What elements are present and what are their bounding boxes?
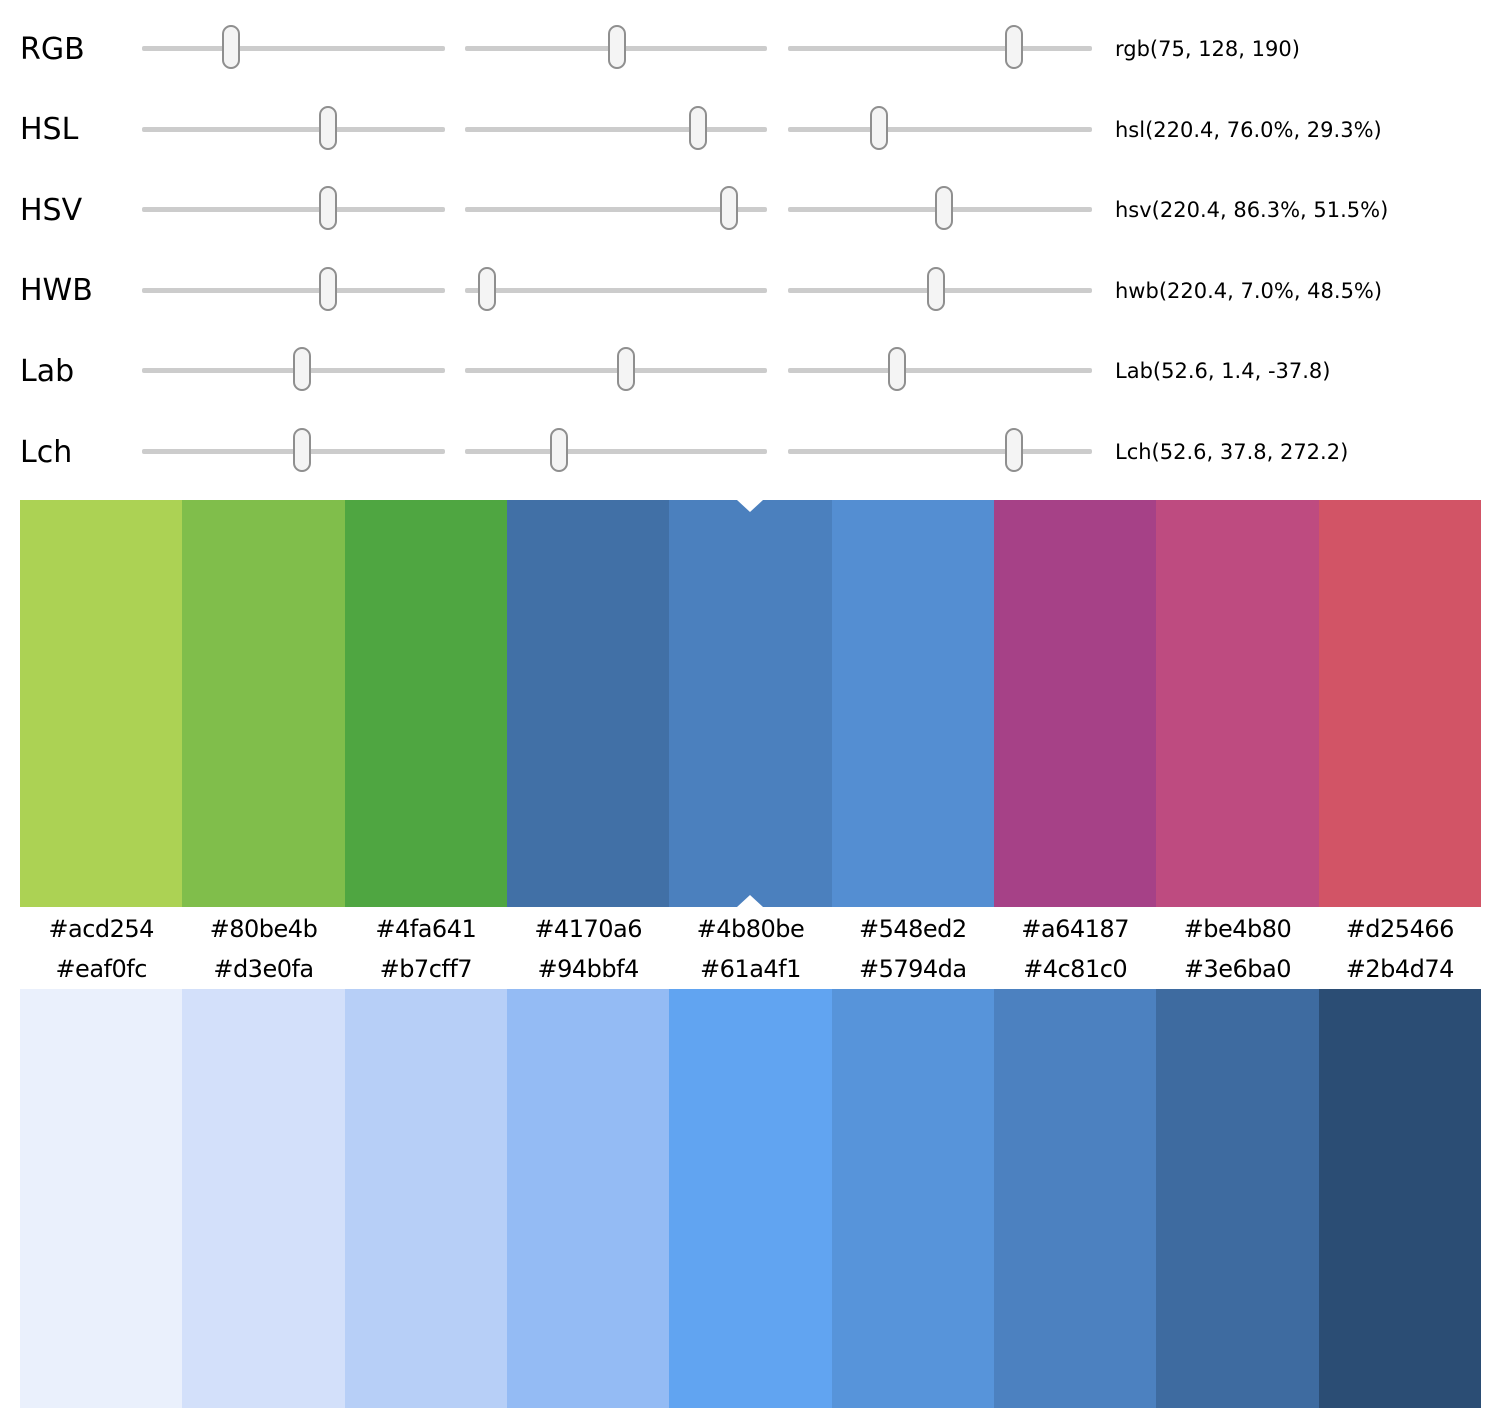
tone_scale-hex-label-7: #3e6ba0 <box>1183 955 1292 983</box>
hsl-slider-1-thumb[interactable] <box>318 105 337 150</box>
rgb-row-label: RGB <box>20 31 85 67</box>
tone_scale-swatch-6[interactable] <box>993 989 1157 1408</box>
hsv-row-label: HSV <box>20 192 83 228</box>
tone_scale-swatch-3[interactable] <box>506 989 670 1408</box>
hwb-row-label: HWB <box>20 273 93 309</box>
slider-row-lch: Lch Lch(52.6, 37.8, 272.2) <box>0 412 1501 492</box>
hue_scale-hex-label-8: #d25466 <box>1345 915 1455 943</box>
rgb-slider-2-track[interactable] <box>465 25 767 69</box>
slider-row-hsl: HSL hsl(220.4, 76.0%, 29.3%) <box>0 90 1501 170</box>
tone_scale-swatch-4[interactable] <box>669 989 832 1408</box>
tone_scale-hex-label-5: #5794da <box>858 955 967 983</box>
hue_scale-swatch-2[interactable] <box>344 500 507 907</box>
hue_scale-hex-label-6: #a64187 <box>1021 915 1129 943</box>
tone-scale-palette <box>20 989 1481 1408</box>
tone_scale-hex-label-3: #94bbf4 <box>537 955 639 983</box>
hsl-row-label: HSL <box>20 112 79 148</box>
hsl-slider-2-track[interactable] <box>465 105 767 150</box>
hwb-value-text: hwb(220.4, 7.0%, 48.5%) <box>1115 278 1383 303</box>
hue_scale-hex-label-0: #acd254 <box>48 915 154 943</box>
hue_scale-hex-label-2: #4fa641 <box>375 915 477 943</box>
hsv-slider-1-thumb[interactable] <box>318 186 337 231</box>
lch-slider-2-thumb[interactable] <box>549 428 568 472</box>
hwb-slider-2-track[interactable] <box>465 266 767 311</box>
hwb-slider-1-thumb[interactable] <box>318 266 337 311</box>
lch-slider-2-track[interactable] <box>465 428 767 472</box>
hue_scale-swatch-4[interactable] <box>669 500 832 907</box>
slider-panel: RGB rgb(75, 128, 190) HSL hsl(220.4, 76.0%,… <box>0 0 1501 495</box>
tone_scale-hex-label-8: #2b4d74 <box>1345 955 1455 983</box>
selected-swatch-marker-bottom <box>737 895 764 907</box>
rgb-slider-1-track[interactable] <box>142 25 445 69</box>
lch-slider-1-thumb[interactable] <box>292 428 311 472</box>
tone-scale-hex-labels: #eaf0fc #d3e0fa #b7cff7 #94bbf4 #61a4f1 #5794… <box>20 947 1481 991</box>
rgb-value-text: rgb(75, 128, 190) <box>1115 37 1300 61</box>
hwb-slider-3-thumb[interactable] <box>927 266 946 311</box>
rgb-slider-3-thumb[interactable] <box>1005 25 1024 69</box>
hsl-slider-3-track[interactable] <box>788 105 1092 150</box>
tone_scale-swatch-2[interactable] <box>344 989 507 1408</box>
hue_scale-swatch-8[interactable] <box>1318 500 1481 907</box>
hsl-slider-2-thumb[interactable] <box>688 105 707 150</box>
lab-slider-2-track[interactable] <box>465 347 767 392</box>
lab-slider-1-track[interactable] <box>142 347 445 392</box>
hue_scale-swatch-5[interactable] <box>831 500 994 907</box>
tone_scale-hex-label-4: #61a4f1 <box>700 955 801 983</box>
hsv-slider-1-track[interactable] <box>142 186 445 231</box>
hsv-slider-3-thumb[interactable] <box>934 186 953 231</box>
hsl-slider-1-track[interactable] <box>142 105 445 150</box>
hue_scale-swatch-7[interactable] <box>1156 500 1319 907</box>
hue_scale-hex-label-4: #4b80be <box>696 915 805 943</box>
hsv-value-text: hsv(220.4, 86.3%, 51.5%) <box>1115 198 1389 223</box>
tone_scale-swatch-7[interactable] <box>1156 989 1319 1408</box>
hsv-slider-2-thumb[interactable] <box>720 186 739 231</box>
lab-value-text: Lab(52.6, 1.4, -37.8) <box>1115 359 1331 384</box>
hsv-slider-3-track[interactable] <box>788 186 1092 231</box>
rgb-slider-1-thumb[interactable] <box>222 25 241 69</box>
hwb-slider-3-track[interactable] <box>788 266 1092 311</box>
selected-swatch-marker-top <box>737 500 764 512</box>
hsv-slider-2-track[interactable] <box>465 186 767 231</box>
hue_scale-swatch-6[interactable] <box>993 500 1157 907</box>
lch-slider-1-track[interactable] <box>142 428 445 472</box>
tone_scale-hex-label-6: #4c81c0 <box>1023 955 1128 983</box>
lab-row-label: Lab <box>20 353 75 389</box>
tone_scale-hex-label-0: #eaf0fc <box>55 955 147 983</box>
hue-scale-palette <box>20 500 1481 907</box>
hue_scale-hex-label-7: #be4b80 <box>1183 915 1292 943</box>
lab-slider-1-thumb[interactable] <box>292 347 311 392</box>
lch-row-label: Lch <box>20 434 73 470</box>
hsl-value-text: hsl(220.4, 76.0%, 29.3%) <box>1115 117 1382 142</box>
lch-value-text: Lch(52.6, 37.8, 272.2) <box>1115 440 1349 464</box>
rgb-slider-3-track[interactable] <box>788 25 1092 69</box>
lch-slider-3-track[interactable] <box>788 428 1092 472</box>
tone_scale-swatch-1[interactable] <box>182 989 345 1408</box>
lab-slider-3-thumb[interactable] <box>888 347 907 392</box>
hue_scale-hex-label-1: #80be4b <box>209 915 318 943</box>
tone_scale-swatch-8[interactable] <box>1318 989 1481 1408</box>
tone_scale-hex-label-1: #d3e0fa <box>213 955 314 983</box>
lab-slider-2-thumb[interactable] <box>616 347 635 392</box>
hsl-slider-3-thumb[interactable] <box>870 105 889 150</box>
hue_scale-swatch-3[interactable] <box>506 500 670 907</box>
tone_scale-hex-label-2: #b7cff7 <box>379 955 473 983</box>
hwb-slider-2-thumb[interactable] <box>478 266 497 311</box>
hue-scale-hex-labels: #acd254 #80be4b #4fa641 #4170a6 #4b80be #548e… <box>20 907 1481 951</box>
slider-row-lab: Lab Lab(52.6, 1.4, -37.8) <box>0 331 1501 411</box>
slider-row-hwb: HWB hwb(220.4, 7.0%, 48.5%) <box>0 251 1501 331</box>
hue_scale-hex-label-5: #548ed2 <box>858 915 967 943</box>
tone_scale-swatch-5[interactable] <box>831 989 994 1408</box>
hue_scale-hex-label-3: #4170a6 <box>534 915 642 943</box>
slider-row-hsv: HSV hsv(220.4, 86.3%, 51.5%) <box>0 170 1501 250</box>
slider-row-rgb: RGB rgb(75, 128, 190) <box>0 9 1501 89</box>
hwb-slider-1-track[interactable] <box>142 266 445 311</box>
lch-slider-3-thumb[interactable] <box>1005 428 1024 472</box>
tone_scale-swatch-0[interactable] <box>20 989 183 1408</box>
hue_scale-swatch-0[interactable] <box>20 500 183 907</box>
hue_scale-swatch-1[interactable] <box>182 500 345 907</box>
lab-slider-3-track[interactable] <box>788 347 1092 392</box>
rgb-slider-2-thumb[interactable] <box>607 25 626 69</box>
